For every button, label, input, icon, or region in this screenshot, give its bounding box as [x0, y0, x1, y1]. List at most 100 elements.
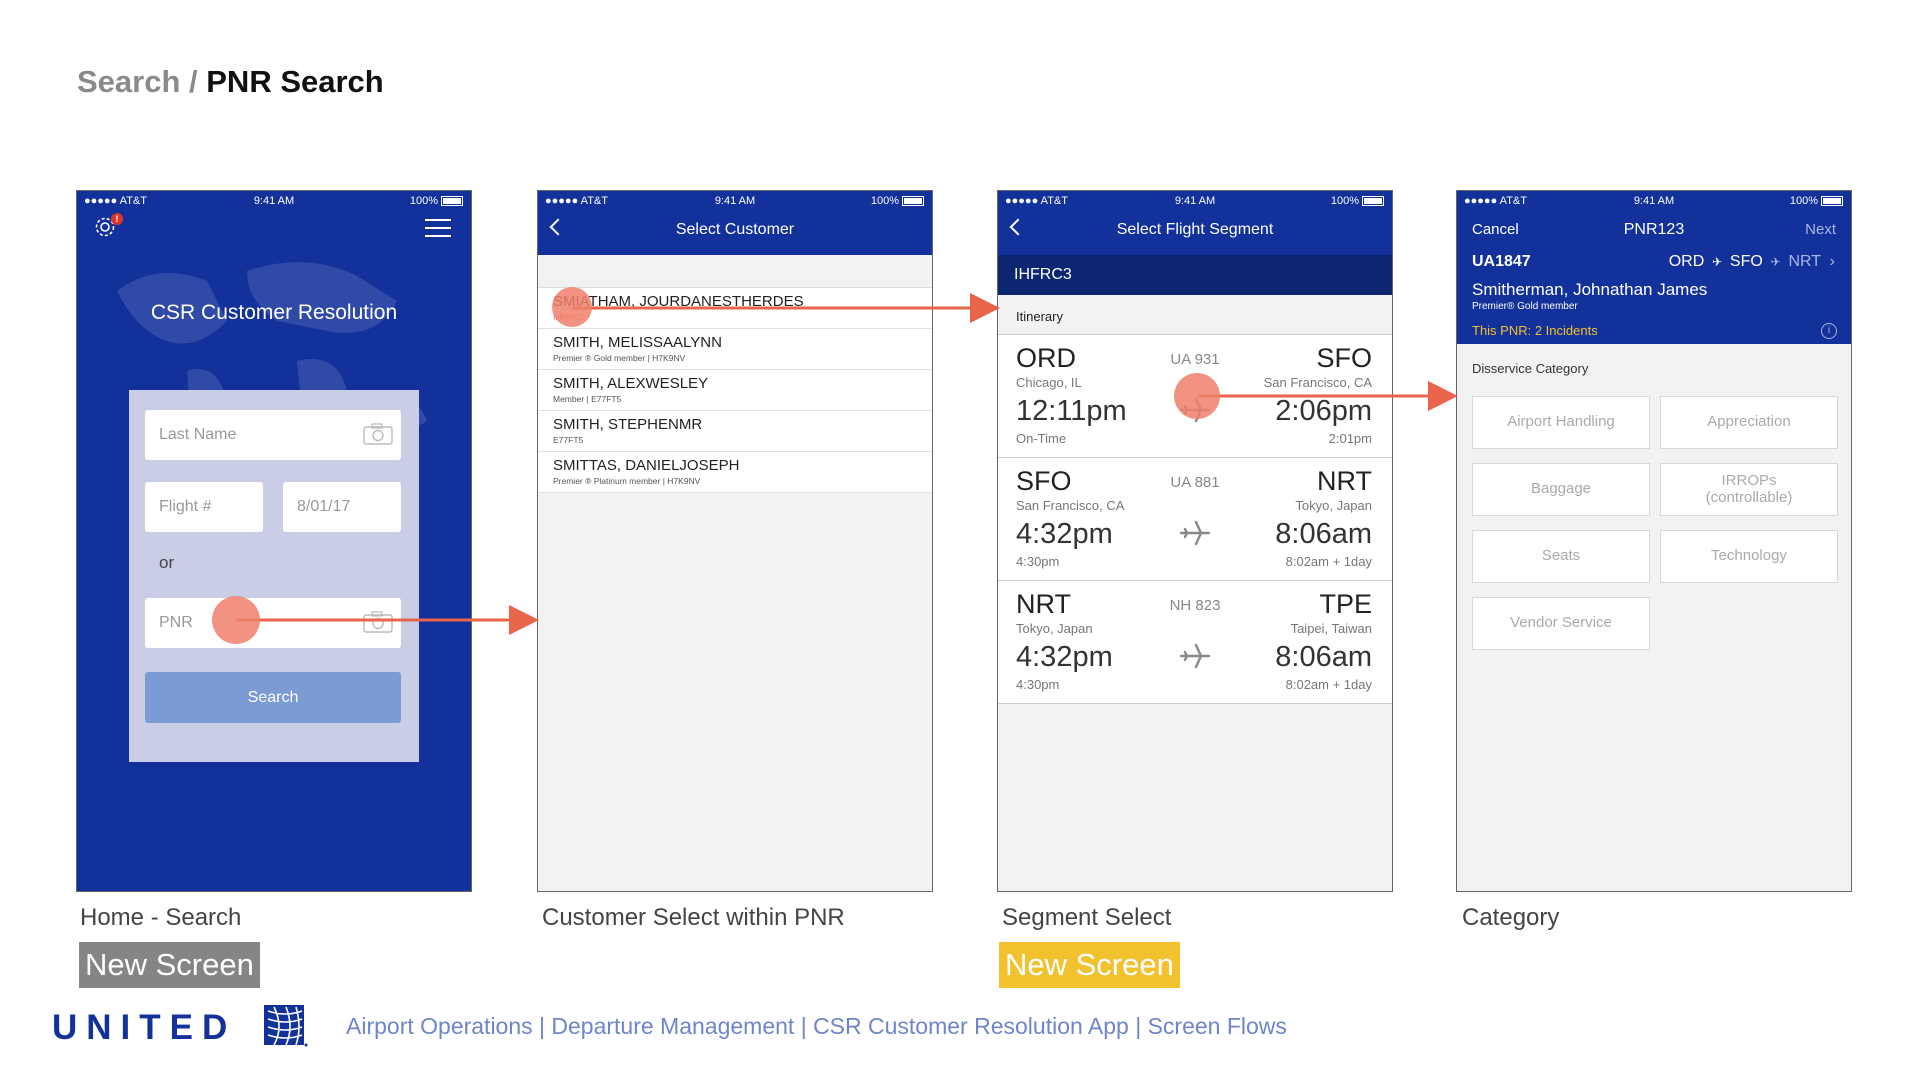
origin-code: NRT [1016, 589, 1072, 619]
customer-name: SMITH, STEPHENMR [553, 416, 703, 433]
gear-icon[interactable] [93, 215, 117, 239]
screen-caption: Category [1462, 904, 1560, 931]
camera-icon[interactable] [363, 611, 393, 633]
arrival-time: 8:06am [1275, 518, 1372, 550]
time-label: 9:41 AM [253, 195, 295, 207]
category-vendor-service[interactable]: Vendor Service [1472, 597, 1650, 650]
tap-indicator [212, 596, 260, 644]
departure-time: 12:11pm [1016, 395, 1127, 427]
list-item[interactable]: SMITH, STEPHENMR E77FT5 [538, 411, 932, 452]
customer-detail: E77FT5 [553, 435, 584, 445]
tap-indicator [1174, 373, 1220, 419]
route-destination: NRT [1788, 253, 1821, 270]
next-button[interactable]: Next [1805, 221, 1836, 238]
camera-icon[interactable] [363, 423, 393, 445]
battery-indicator: 100% [1331, 195, 1384, 207]
battery-indicator: 100% [871, 195, 924, 207]
category-airport-handling[interactable]: Airport Handling [1472, 396, 1650, 449]
departure-status: On-Time [1016, 431, 1067, 446]
screen-caption: Segment Select [1002, 904, 1172, 931]
origin-city: San Francisco, CA [1016, 498, 1125, 513]
flight-number-input[interactable]: Flight # [145, 482, 263, 532]
status-bar: ●●●●● AT&T 9:41 AM 100% [77, 191, 471, 211]
departure-time: 4:32pm [1016, 518, 1113, 550]
list-item[interactable]: SMITH, ALEXWESLEY Member | E77FT5 [538, 370, 932, 411]
info-icon[interactable]: i [1821, 323, 1837, 339]
category-seats[interactable]: Seats [1472, 530, 1650, 583]
customer-detail: Premier ® Gold member | H7K9NV [553, 353, 686, 363]
destination-code: NRT [1316, 466, 1372, 496]
category-label: Disservice Category [1472, 361, 1589, 376]
screen-home-search: ●●●●● AT&T 9:41 AM 100% ! CSR Customer R… [76, 190, 472, 892]
route-stop: SFO [1729, 253, 1763, 270]
airplane-icon [1179, 520, 1211, 546]
breadcrumb-separator: / [180, 64, 207, 99]
app-title: CSR Customer Resolution [150, 301, 398, 324]
list-item[interactable]: SMIATHAM, JOURDANESTHERDES IHFRC3 [538, 288, 932, 329]
pnr-header: IHFRC3 [998, 255, 1392, 295]
destination-city: Tokyo, Japan [1295, 498, 1372, 513]
customer-name: SMIATHAM, JOURDANESTHERDES [553, 293, 804, 310]
departure-time: 4:32pm [1016, 641, 1113, 673]
passenger-header: ●●●●● AT&T 9:41 AM 100% Cancel PNR123 Ne… [1457, 191, 1851, 344]
battery-indicator: 100% [1790, 195, 1843, 207]
flight-number: UA 931 [1170, 351, 1220, 368]
category-irrops[interactable]: IRROPs (controllable) [1660, 463, 1838, 516]
battery-icon [902, 196, 924, 207]
flight-number: UA1847 [1472, 253, 1531, 270]
nav-title: Select Customer [675, 221, 795, 238]
last-name-input[interactable]: Last Name [145, 410, 401, 460]
departure-status: 4:30pm [1016, 554, 1060, 569]
menu-icon[interactable] [425, 219, 451, 243]
passenger-tier: Premier® Gold member [1472, 301, 1578, 312]
united-globe-icon [264, 1005, 308, 1047]
flight-segment[interactable]: SFO San Francisco, CA 4:32pm 4:30pm UA 8… [998, 458, 1392, 581]
pnr-title: PNR123 [1623, 221, 1685, 238]
destination-code: SFO [1316, 343, 1372, 373]
search-button[interactable]: Search [145, 672, 401, 723]
category-baggage[interactable]: Baggage [1472, 463, 1650, 516]
nav-bar: ●●●●● AT&T 9:41 AM 100% Select Customer [538, 191, 932, 255]
carrier-label: ●●●●● AT&T [1005, 195, 1068, 207]
tap-indicator [552, 287, 592, 327]
arrival-actual: 2:01pm [1328, 431, 1372, 446]
pnr-input[interactable]: PNR [145, 598, 401, 648]
screen-select-flight-segment: ●●●●● AT&T 9:41 AM 100% Select Flight Se… [997, 190, 1393, 892]
cancel-button[interactable]: Cancel [1472, 221, 1519, 238]
customer-name: SMITH, MELISSAALYNN [553, 334, 722, 351]
origin-code: SFO [1016, 466, 1072, 496]
route-origin: ORD [1668, 253, 1705, 270]
customer-detail: Member | E77FT5 [553, 394, 622, 404]
destination-city: Taipei, Taiwan [1290, 621, 1372, 636]
arrival-time: 2:06pm [1275, 395, 1372, 427]
breadcrumb-parent[interactable]: Search [77, 64, 181, 99]
category-appreciation[interactable]: Appreciation [1660, 396, 1838, 449]
incident-count[interactable]: This PNR: 2 Incidents [1472, 323, 1598, 338]
route: ORD ✈ SFO ✈ NRT › [1669, 253, 1835, 271]
airplane-icon: ✈ [1767, 255, 1784, 269]
flight-number: NH 823 [1169, 597, 1221, 614]
screen-caption: Customer Select within PNR [542, 904, 845, 931]
status-bar: ●●●●● AT&T 9:41 AM 100% [998, 191, 1392, 211]
new-screen-tag: New Screen [79, 942, 260, 988]
page-title: Search / PNR Search [77, 64, 384, 100]
united-logo: UNITED [52, 1008, 237, 1047]
category-technology[interactable]: Technology [1660, 530, 1838, 583]
time-label: 9:41 AM [1174, 195, 1216, 207]
carrier-label: ●●●●● AT&T [545, 195, 608, 207]
date-input[interactable]: 8/01/17 [283, 482, 401, 532]
customer-detail: IHFRC3 [553, 312, 932, 322]
battery-icon [1362, 196, 1384, 207]
screen-disservice-category: ●●●●● AT&T 9:41 AM 100% Cancel PNR123 Ne… [1456, 190, 1852, 892]
flight-number: UA 881 [1170, 474, 1220, 491]
list-item[interactable]: SMITTAS, DANIELJOSEPH Premier ® Platinum … [538, 452, 932, 493]
nav-title: Select Flight Segment [1116, 221, 1274, 238]
carrier-label: ●●●●● AT&T [84, 195, 147, 207]
flight-segment[interactable]: NRT Tokyo, Japan 4:32pm 4:30pm NH 823 TP… [998, 581, 1392, 704]
list-item[interactable]: SMITH, MELISSAALYNN Premier ® Gold member… [538, 329, 932, 370]
customer-name: SMITTAS, DANIELJOSEPH [553, 457, 740, 474]
passenger-name: Smitherman, Johnathan James [1472, 280, 1708, 299]
destination-code: TPE [1319, 589, 1372, 619]
origin-city: Tokyo, Japan [1016, 621, 1093, 636]
chevron-right-icon[interactable]: › [1825, 253, 1835, 270]
